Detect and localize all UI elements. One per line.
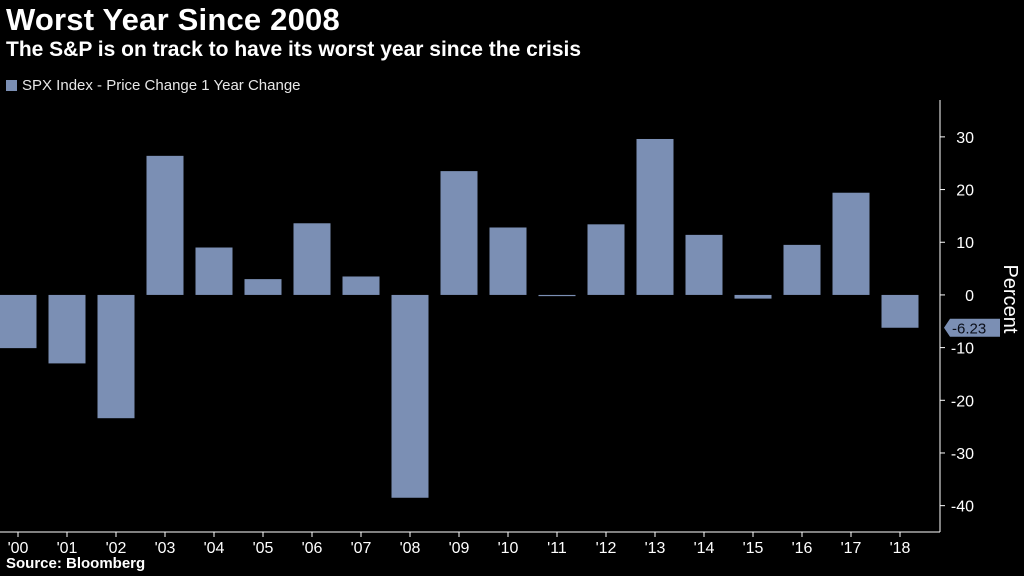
bar xyxy=(587,224,625,295)
x-tick-label: '09 xyxy=(449,540,470,557)
last-value-label: -6.23 xyxy=(952,321,986,338)
chart-subtitle: The S&P is on track to have its worst ye… xyxy=(6,38,582,61)
legend: SPX Index - Price Change 1 Year Change xyxy=(6,77,301,94)
bar xyxy=(391,294,429,498)
chart-title: Worst Year Since 2008 xyxy=(6,2,340,37)
bar xyxy=(293,223,331,295)
x-tick-label: '06 xyxy=(302,540,323,557)
x-tick-label: '18 xyxy=(890,540,911,557)
bar xyxy=(244,279,282,295)
legend-label: SPX Index - Price Change 1 Year Change xyxy=(22,77,301,94)
bar xyxy=(146,155,184,295)
x-tick-label: '14 xyxy=(694,540,715,557)
x-tick-label: '05 xyxy=(253,540,274,557)
bar xyxy=(0,294,37,349)
bar xyxy=(734,294,772,299)
x-tick-label: '10 xyxy=(498,540,519,557)
bar xyxy=(489,227,527,295)
bar xyxy=(538,294,576,297)
x-tick-label: '17 xyxy=(841,540,862,557)
bar xyxy=(783,244,821,295)
last-value-tag xyxy=(944,318,1000,337)
x-tick-label: '12 xyxy=(596,540,617,557)
y-tick-label: 30 xyxy=(956,130,974,147)
x-tick-label: '13 xyxy=(645,540,666,557)
bar xyxy=(195,247,233,295)
y-tick-label: -10 xyxy=(951,341,974,358)
y-tick-label: -30 xyxy=(951,446,974,463)
bar xyxy=(832,192,870,295)
x-tick-label: '03 xyxy=(155,540,176,557)
bar xyxy=(636,138,674,295)
source-note: Source: Bloomberg xyxy=(6,555,146,572)
x-tick-label: '11 xyxy=(547,540,567,557)
y-tick-label: -20 xyxy=(951,393,974,410)
bar xyxy=(440,171,478,295)
x-tick-label: '07 xyxy=(351,540,372,557)
x-tick-label: '01 xyxy=(57,540,78,557)
y-tick-label: 10 xyxy=(956,235,974,252)
bar xyxy=(97,294,135,419)
x-tick-label: '15 xyxy=(743,540,764,557)
y-tick-label: 0 xyxy=(965,288,974,305)
x-tick-label: '02 xyxy=(106,540,127,557)
x-tick-label: '00 xyxy=(8,540,29,557)
x-tick-label: '04 xyxy=(204,540,225,557)
bar xyxy=(685,234,723,295)
bar xyxy=(342,276,380,295)
x-tick-label: '16 xyxy=(792,540,813,557)
y-tick-label: 20 xyxy=(956,183,974,200)
bar xyxy=(48,294,86,364)
bar xyxy=(881,294,919,328)
y-tick-label: -40 xyxy=(951,499,974,516)
legend-swatch xyxy=(6,80,17,91)
x-tick-label: '08 xyxy=(400,540,421,557)
y-axis-label: Percent xyxy=(999,264,1021,333)
